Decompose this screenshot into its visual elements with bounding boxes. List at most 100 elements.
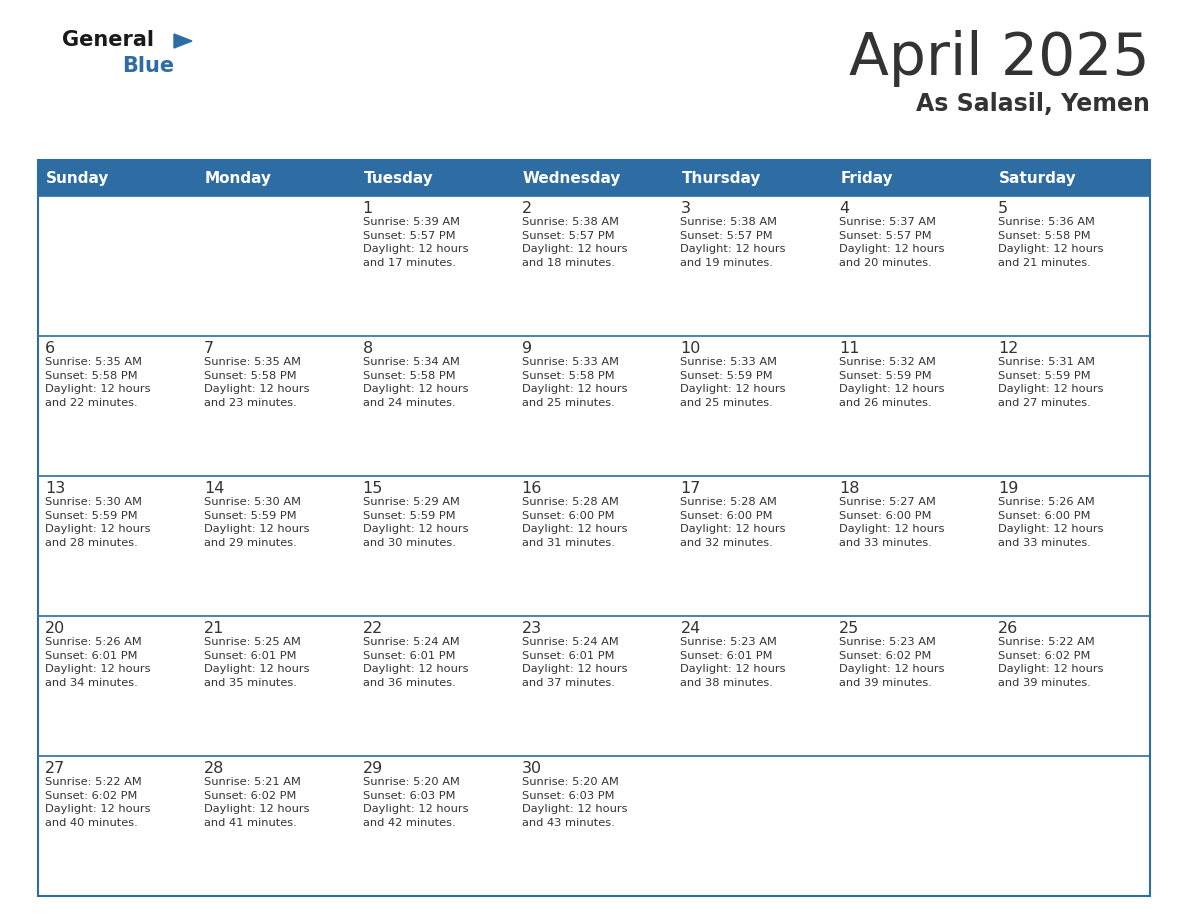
Text: Friday: Friday [840,171,893,185]
Text: 26: 26 [998,621,1018,636]
Bar [514,756,674,896]
Text: Sunrise: 5:21 AM
Sunset: 6:02 PM
Daylight: 12 hours
and 41 minutes.: Sunrise: 5:21 AM Sunset: 6:02 PM Dayligh… [204,777,309,828]
Text: Sunrise: 5:23 AM
Sunset: 6:01 PM
Daylight: 12 hours
and 38 minutes.: Sunrise: 5:23 AM Sunset: 6:01 PM Dayligh… [681,637,786,688]
Text: Sunrise: 5:20 AM
Sunset: 6:03 PM
Daylight: 12 hours
and 42 minutes.: Sunrise: 5:20 AM Sunset: 6:03 PM Dayligh… [362,777,468,828]
Bar [514,616,674,756]
Text: 12: 12 [998,341,1018,356]
Bar [355,616,514,756]
Bar [674,336,833,476]
Bar [833,336,991,476]
Text: 28: 28 [204,761,225,776]
Text: 3: 3 [681,201,690,216]
Text: Sunrise: 5:32 AM
Sunset: 5:59 PM
Daylight: 12 hours
and 26 minutes.: Sunrise: 5:32 AM Sunset: 5:59 PM Dayligh… [839,357,944,408]
Text: 22: 22 [362,621,383,636]
Bar [38,476,197,616]
Text: 2: 2 [522,201,532,216]
Bar [991,336,1150,476]
Text: Sunrise: 5:30 AM
Sunset: 5:59 PM
Daylight: 12 hours
and 28 minutes.: Sunrise: 5:30 AM Sunset: 5:59 PM Dayligh… [45,497,151,548]
Text: 23: 23 [522,621,542,636]
Text: General: General [62,30,154,50]
Bar [38,616,197,756]
Bar [355,756,514,896]
Text: Sunrise: 5:28 AM
Sunset: 6:00 PM
Daylight: 12 hours
and 32 minutes.: Sunrise: 5:28 AM Sunset: 6:00 PM Dayligh… [681,497,786,548]
Text: 4: 4 [839,201,849,216]
Text: Wednesday: Wednesday [523,171,621,185]
Text: As Salasil, Yemen: As Salasil, Yemen [916,92,1150,116]
Text: 14: 14 [204,481,225,496]
Text: 9: 9 [522,341,532,356]
Bar [991,616,1150,756]
Text: 7: 7 [204,341,214,356]
Text: 1: 1 [362,201,373,216]
Polygon shape [173,34,192,48]
Text: 6: 6 [45,341,55,356]
Text: Sunrise: 5:26 AM
Sunset: 6:00 PM
Daylight: 12 hours
and 33 minutes.: Sunrise: 5:26 AM Sunset: 6:00 PM Dayligh… [998,497,1104,548]
Bar [674,476,833,616]
Bar [38,160,1150,196]
Bar [674,756,833,896]
Text: Blue: Blue [122,56,175,76]
Text: Sunrise: 5:26 AM
Sunset: 6:01 PM
Daylight: 12 hours
and 34 minutes.: Sunrise: 5:26 AM Sunset: 6:01 PM Dayligh… [45,637,151,688]
Bar [355,476,514,616]
Text: 13: 13 [45,481,65,496]
Bar [833,756,991,896]
Bar [833,616,991,756]
Text: April 2025: April 2025 [849,30,1150,87]
Text: 21: 21 [204,621,225,636]
Text: Sunrise: 5:35 AM
Sunset: 5:58 PM
Daylight: 12 hours
and 22 minutes.: Sunrise: 5:35 AM Sunset: 5:58 PM Dayligh… [45,357,151,408]
Bar [355,336,514,476]
Text: Sunrise: 5:31 AM
Sunset: 5:59 PM
Daylight: 12 hours
and 27 minutes.: Sunrise: 5:31 AM Sunset: 5:59 PM Dayligh… [998,357,1104,408]
Text: Sunrise: 5:35 AM
Sunset: 5:58 PM
Daylight: 12 hours
and 23 minutes.: Sunrise: 5:35 AM Sunset: 5:58 PM Dayligh… [204,357,309,408]
Text: Sunrise: 5:38 AM
Sunset: 5:57 PM
Daylight: 12 hours
and 18 minutes.: Sunrise: 5:38 AM Sunset: 5:57 PM Dayligh… [522,217,627,268]
Text: Thursday: Thursday [682,171,760,185]
Text: 27: 27 [45,761,65,776]
Text: Sunrise: 5:20 AM
Sunset: 6:03 PM
Daylight: 12 hours
and 43 minutes.: Sunrise: 5:20 AM Sunset: 6:03 PM Dayligh… [522,777,627,828]
Bar [674,616,833,756]
Text: Sunrise: 5:37 AM
Sunset: 5:57 PM
Daylight: 12 hours
and 20 minutes.: Sunrise: 5:37 AM Sunset: 5:57 PM Dayligh… [839,217,944,268]
Text: Sunrise: 5:38 AM
Sunset: 5:57 PM
Daylight: 12 hours
and 19 minutes.: Sunrise: 5:38 AM Sunset: 5:57 PM Dayligh… [681,217,786,268]
Text: 17: 17 [681,481,701,496]
Text: 11: 11 [839,341,860,356]
Text: 24: 24 [681,621,701,636]
Bar [514,476,674,616]
Text: 8: 8 [362,341,373,356]
Bar [197,196,355,336]
Text: 29: 29 [362,761,383,776]
Text: Sunrise: 5:36 AM
Sunset: 5:58 PM
Daylight: 12 hours
and 21 minutes.: Sunrise: 5:36 AM Sunset: 5:58 PM Dayligh… [998,217,1104,268]
Text: 18: 18 [839,481,860,496]
Text: Sunrise: 5:30 AM
Sunset: 5:59 PM
Daylight: 12 hours
and 29 minutes.: Sunrise: 5:30 AM Sunset: 5:59 PM Dayligh… [204,497,309,548]
Bar [197,616,355,756]
Bar [833,476,991,616]
Text: Monday: Monday [204,171,272,185]
Bar [38,196,197,336]
Text: Sunrise: 5:33 AM
Sunset: 5:58 PM
Daylight: 12 hours
and 25 minutes.: Sunrise: 5:33 AM Sunset: 5:58 PM Dayligh… [522,357,627,408]
Bar [674,196,833,336]
Text: Sunrise: 5:39 AM
Sunset: 5:57 PM
Daylight: 12 hours
and 17 minutes.: Sunrise: 5:39 AM Sunset: 5:57 PM Dayligh… [362,217,468,268]
Text: Sunrise: 5:34 AM
Sunset: 5:58 PM
Daylight: 12 hours
and 24 minutes.: Sunrise: 5:34 AM Sunset: 5:58 PM Dayligh… [362,357,468,408]
Text: Sunrise: 5:24 AM
Sunset: 6:01 PM
Daylight: 12 hours
and 37 minutes.: Sunrise: 5:24 AM Sunset: 6:01 PM Dayligh… [522,637,627,688]
Bar [197,476,355,616]
Text: 30: 30 [522,761,542,776]
Text: 25: 25 [839,621,860,636]
Text: 15: 15 [362,481,383,496]
Text: Sunrise: 5:22 AM
Sunset: 6:02 PM
Daylight: 12 hours
and 39 minutes.: Sunrise: 5:22 AM Sunset: 6:02 PM Dayligh… [998,637,1104,688]
Bar [355,196,514,336]
Text: Sunrise: 5:28 AM
Sunset: 6:00 PM
Daylight: 12 hours
and 31 minutes.: Sunrise: 5:28 AM Sunset: 6:00 PM Dayligh… [522,497,627,548]
Text: Sunrise: 5:29 AM
Sunset: 5:59 PM
Daylight: 12 hours
and 30 minutes.: Sunrise: 5:29 AM Sunset: 5:59 PM Dayligh… [362,497,468,548]
Bar [514,196,674,336]
Text: 10: 10 [681,341,701,356]
Text: 20: 20 [45,621,65,636]
Bar [38,336,197,476]
Text: Sunrise: 5:22 AM
Sunset: 6:02 PM
Daylight: 12 hours
and 40 minutes.: Sunrise: 5:22 AM Sunset: 6:02 PM Dayligh… [45,777,151,828]
Text: 5: 5 [998,201,1009,216]
Text: 19: 19 [998,481,1018,496]
Bar [833,196,991,336]
Text: Sunrise: 5:27 AM
Sunset: 6:00 PM
Daylight: 12 hours
and 33 minutes.: Sunrise: 5:27 AM Sunset: 6:00 PM Dayligh… [839,497,944,548]
Bar [38,160,1150,896]
Bar [991,196,1150,336]
Bar [197,756,355,896]
Text: Sunrise: 5:24 AM
Sunset: 6:01 PM
Daylight: 12 hours
and 36 minutes.: Sunrise: 5:24 AM Sunset: 6:01 PM Dayligh… [362,637,468,688]
Text: Sunrise: 5:25 AM
Sunset: 6:01 PM
Daylight: 12 hours
and 35 minutes.: Sunrise: 5:25 AM Sunset: 6:01 PM Dayligh… [204,637,309,688]
Bar [991,476,1150,616]
Bar [197,336,355,476]
